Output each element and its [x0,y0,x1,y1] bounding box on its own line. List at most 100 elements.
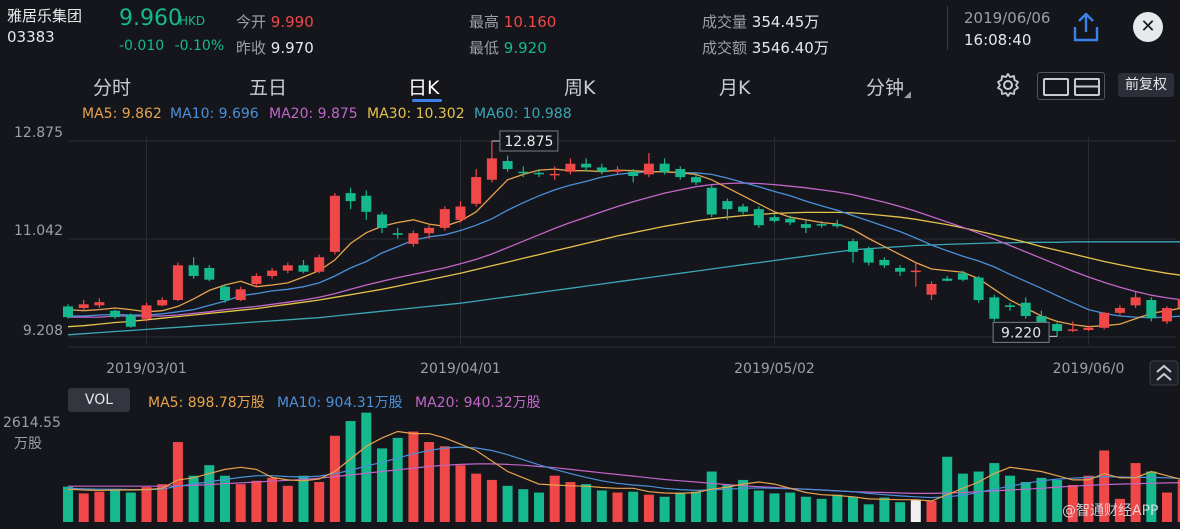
low-label: 最低 [469,39,500,57]
volume-bar [298,475,309,522]
volume-bar [1020,482,1031,522]
y-axis-label: 12.875 [14,125,63,141]
volume-bar [596,490,607,522]
split-pane-icon[interactable] [1074,78,1100,96]
candle-body [1020,302,1031,317]
candle-body [408,233,419,244]
high-label: 最高 [469,13,500,31]
candle-body [502,161,513,170]
tab-monthly-k[interactable]: 月K [719,77,751,99]
tab-weekly-k[interactable]: 周K [564,77,596,99]
stock-code: 03383 [7,28,55,46]
volume-bar [125,492,136,522]
volume-bar [832,494,843,522]
tab-intraday[interactable]: 分时 [93,77,132,99]
volume-chart[interactable] [0,410,1180,529]
volume-bar [204,465,215,522]
candle-body [785,218,796,223]
candle-body [722,201,733,210]
ma5-line [67,168,1180,328]
volume-bar [628,491,639,522]
volume-bar [738,479,749,522]
collapse-chevron-icon[interactable] [1149,360,1179,386]
volume-bar [942,456,953,522]
volume-bar [220,475,230,522]
candle-body [659,163,670,172]
candle-body [643,163,654,175]
candle-body [848,241,858,252]
candle-body [172,265,183,301]
volume-value: 354.45万 [751,13,820,31]
vol-ma5-legend: MA5: 898.78万股 [148,395,265,411]
candle-body [455,206,466,220]
volume-bar [408,431,419,522]
candle-body [675,169,686,178]
x-axis-label: 2019/03/01 [106,361,187,375]
max-label-box [499,130,559,152]
dropdown-triangle-icon: ◢ [904,90,911,100]
candle-body [204,267,215,280]
volume-bar [1099,450,1110,522]
price-chart[interactable]: 12.875 11.042 9.208 2019/03/01 2019/04/01 201… [0,125,1180,375]
last-price: 9.960 [119,6,182,31]
candle-body [345,193,356,202]
high-stat: 最高 10.160 [469,11,556,32]
quote-date: 2019/06/06 [964,9,1051,27]
open-stat: 今开 9.990 [236,11,314,32]
x-axis-label: 2019/06/0 [1053,361,1125,375]
volume-bar [675,492,686,522]
turnover-label: 成交额 [702,39,748,57]
watermark: @智通财经APP [1062,503,1159,519]
adjust-button[interactable]: 前复权 [1118,73,1174,97]
volume-bar [329,435,340,522]
volume-bar [816,498,827,522]
candle-body [220,286,230,301]
tab-five-day[interactable]: 五日 [249,77,288,99]
volume-bar [314,482,325,522]
share-icon[interactable] [1070,10,1102,44]
ma60-line [67,241,1180,336]
volume-bar [94,491,105,522]
ma30-legend: MA30: 10.302 [367,106,465,122]
volume-bar [518,489,529,522]
low-value: 9.920 [503,39,547,57]
volume-bar [612,492,623,522]
min-label: 9.220 [1001,325,1041,341]
settings-gear-icon[interactable] [995,72,1021,98]
quote-time: 16:08:40 [964,31,1032,49]
candle-body [110,310,121,318]
candle-body [895,267,906,272]
candle-body [1130,297,1141,306]
vol-ma20-legend: MA20: 940.32万股 [415,395,541,411]
candle-body [518,171,529,174]
volume-ma20-line [68,463,1180,495]
vol-indicator-button[interactable]: VOL [68,388,130,412]
ma60-legend: MA60: 10.988 [474,106,572,122]
candle-body [486,158,497,180]
tab-daily-k[interactable]: 日K [408,77,440,99]
candle-body [298,265,309,272]
candle-body [471,177,482,204]
volume-bar [1146,471,1157,522]
candle-body [863,249,874,263]
candle-body [910,270,921,273]
candle-body [1146,300,1157,319]
layout-toggle[interactable] [1037,72,1105,100]
candle-body [424,227,435,234]
volume-bar [989,463,1000,522]
candle-body [691,177,701,183]
open-label: 今开 [236,13,267,31]
volume-bar [534,492,544,522]
single-pane-icon[interactable] [1043,78,1069,96]
volume-bar [251,480,262,522]
volume-bar [63,486,73,522]
volume-bar [1036,477,1047,522]
volume-bar [455,465,466,522]
volume-bar [581,484,592,522]
change-value: -0.010 [119,38,165,54]
candle-body [361,195,372,212]
close-icon[interactable]: ✕ [1133,12,1163,42]
tab-minute[interactable]: 分钟◢ [866,73,911,100]
candle-body [1067,329,1078,331]
volume-bar [1067,484,1078,522]
